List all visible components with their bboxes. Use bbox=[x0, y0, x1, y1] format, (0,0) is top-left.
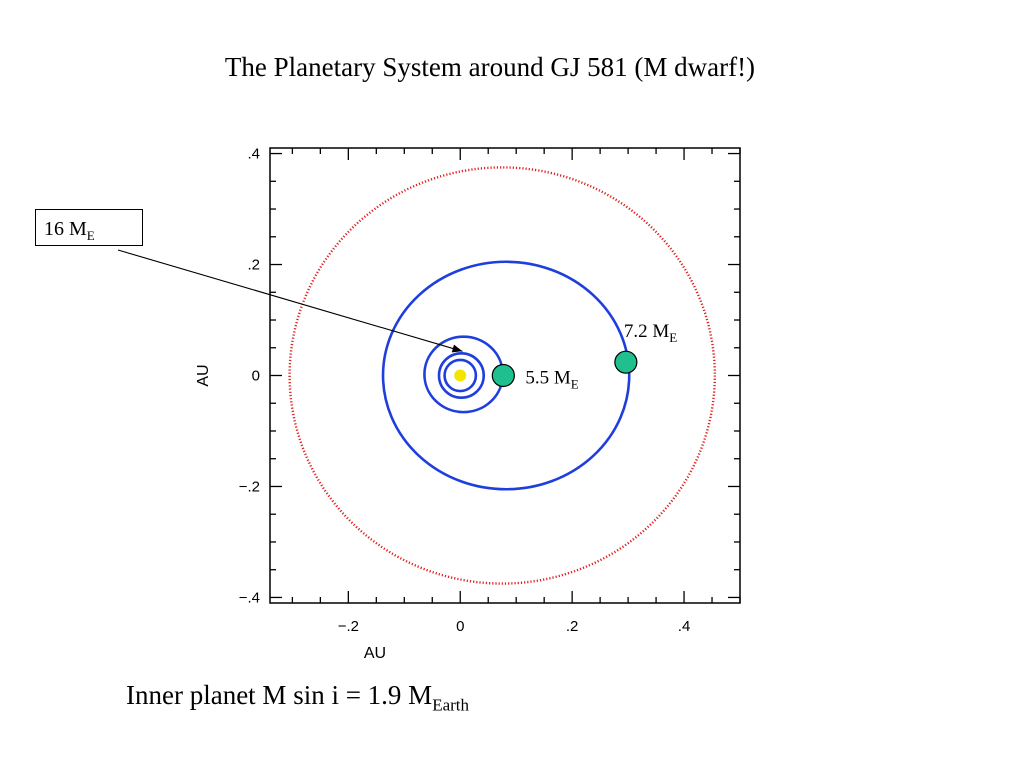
plot-axes: −.2 0 .2 .4 .4 .2 0 −.2 −.4 AU AU bbox=[195, 146, 741, 662]
x-tick-label: .2 bbox=[566, 618, 579, 635]
bodies bbox=[454, 350, 638, 388]
y-tick-label: .4 bbox=[247, 146, 260, 163]
inner-orbit-4 bbox=[381, 260, 631, 491]
planet-marker-1 bbox=[491, 363, 515, 388]
inner-orbit-1 bbox=[443, 358, 478, 393]
footer-text: Inner planet M sin i = 1.9 MEarth bbox=[126, 680, 469, 715]
star-dot bbox=[454, 369, 467, 382]
callout-text: 16 M bbox=[44, 218, 87, 240]
planet-labels: 5.5 ME7.2 ME bbox=[525, 321, 677, 391]
x-tick-label: .4 bbox=[678, 618, 691, 635]
callout-arrow bbox=[117, 249, 463, 353]
slide-title: The Planetary System around GJ 581 (M dw… bbox=[224, 52, 756, 82]
y-tick-label: 0 bbox=[252, 368, 260, 385]
planet-label-1: 5.5 ME bbox=[525, 368, 578, 392]
planet-label-subscript: E bbox=[571, 377, 579, 392]
inner-orbit-2 bbox=[437, 352, 486, 399]
x-axis-label: AU bbox=[364, 645, 386, 662]
footer-main: Inner planet M sin i = 1.9 M bbox=[126, 680, 433, 710]
orbit-lines bbox=[288, 166, 717, 585]
arrow-head bbox=[451, 344, 463, 353]
planet-marker-2 bbox=[614, 350, 638, 374]
x-tick-label: 0 bbox=[456, 618, 464, 635]
footer-subscript: Earth bbox=[432, 695, 470, 715]
callout-subscript: E bbox=[86, 228, 95, 243]
outer-orbit bbox=[288, 166, 717, 585]
planet-label-text: 5.5 M bbox=[525, 368, 571, 389]
arrow-line bbox=[117, 249, 463, 352]
y-tick-label: −.4 bbox=[239, 589, 260, 606]
y-tick-label: .2 bbox=[247, 257, 260, 274]
x-tick-label: −.2 bbox=[338, 618, 359, 635]
y-axis-label: AU bbox=[195, 364, 212, 386]
callout-mass-box: 16 ME bbox=[35, 209, 143, 246]
y-tick-label: −.2 bbox=[239, 478, 260, 495]
planet-label-subscript: E bbox=[669, 330, 677, 345]
planet-label-text: 7.2 M bbox=[624, 321, 670, 342]
planet-label-2: 7.2 ME bbox=[624, 321, 677, 345]
